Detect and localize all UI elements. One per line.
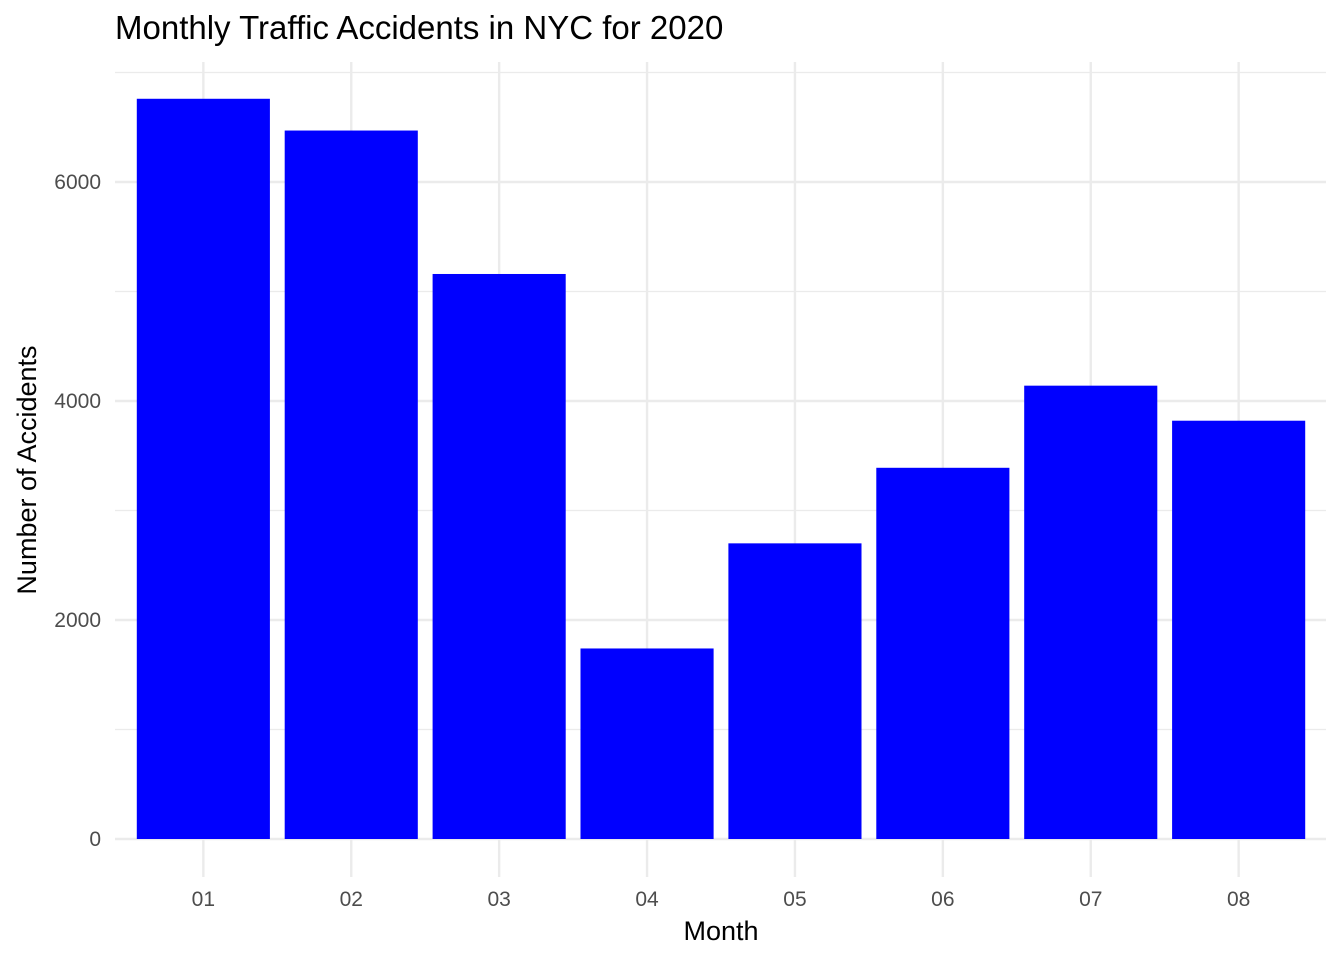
y-tick-label: 6000	[54, 171, 101, 194]
x-tick-label: 02	[340, 888, 363, 911]
y-axis-tick-labels: 0 2000 4000 6000	[54, 171, 101, 851]
bar-month-04	[580, 648, 714, 839]
bars	[136, 98, 1306, 840]
y-tick-label: 4000	[54, 390, 101, 413]
x-tick-label: 05	[783, 888, 806, 911]
bar-month-03	[432, 273, 566, 840]
y-tick-label: 2000	[54, 609, 101, 632]
bar-month-06	[876, 467, 1010, 839]
bar-month-02	[284, 130, 418, 839]
y-axis-title: Number of Accidents	[12, 345, 42, 594]
x-axis-tick-labels: 01 02 03 04 05 06 07 08	[192, 888, 1251, 911]
x-tick-label: 04	[635, 888, 659, 911]
x-axis-title: Month	[683, 916, 758, 946]
y-tick-label: 0	[89, 828, 101, 851]
bar-month-08	[1172, 420, 1306, 839]
x-tick-label: 03	[487, 888, 510, 911]
bar-month-05	[728, 543, 862, 839]
x-tick-label: 07	[1079, 888, 1102, 911]
bar-month-07	[1024, 385, 1158, 839]
chart-title: Monthly Traffic Accidents in NYC for 202…	[115, 9, 723, 46]
bar-month-01	[136, 98, 270, 839]
x-tick-label: 06	[931, 888, 954, 911]
x-tick-label: 01	[192, 888, 215, 911]
x-tick-label: 08	[1227, 888, 1250, 911]
